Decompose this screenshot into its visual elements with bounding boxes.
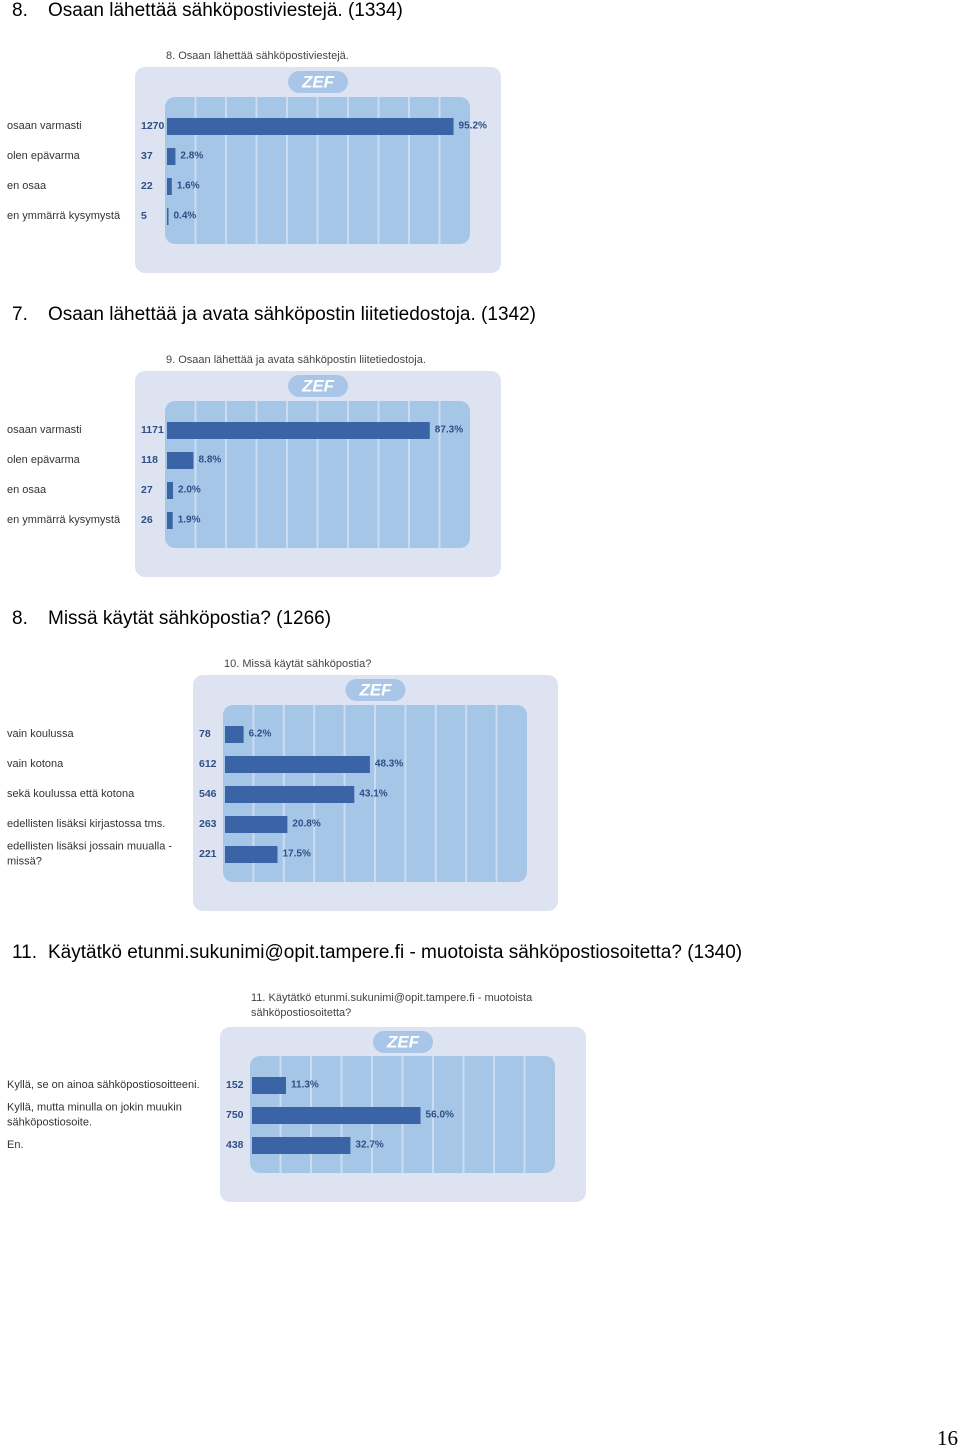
bar (252, 1137, 351, 1154)
category-label: osaan varmasti (7, 424, 82, 436)
value-label: 17.5% (283, 849, 311, 860)
count-label: 438 (226, 1139, 244, 1151)
bar (252, 1077, 287, 1094)
category-label: Kyllä, se on ainoa sähköpostiosoitteeni. (7, 1079, 200, 1091)
value-label: 43.1% (359, 789, 387, 800)
bar (225, 726, 244, 743)
count-label: 5 (141, 210, 147, 222)
chart-title: 10. Missä käytät sähköpostia? (224, 658, 371, 670)
bar (225, 816, 288, 833)
value-label: 48.3% (375, 759, 403, 770)
heading-text: Osaan lähettää sähköpostiviestejä. (1334… (48, 0, 403, 21)
logo: ZEF (386, 1032, 420, 1051)
logo-pill (288, 71, 348, 93)
count-label: 22 (141, 180, 153, 192)
count-label: 221 (199, 848, 217, 860)
value-label: 6.2% (249, 729, 272, 740)
category-label: edellisten lisäksi kirjastossa tms. (7, 818, 165, 830)
bar (167, 208, 169, 225)
heading-number: 11. (12, 942, 37, 963)
value-label: 87.3% (435, 425, 463, 436)
value-label: 1.9% (178, 515, 201, 526)
category-label: en osaa (7, 484, 47, 496)
bar (167, 512, 173, 529)
category-label: vain koulussa (7, 728, 75, 740)
logo: ZEF (358, 680, 392, 699)
bar (167, 118, 454, 135)
value-label: 32.7% (355, 1140, 383, 1151)
count-label: 37 (141, 150, 153, 162)
category-label: En. (7, 1139, 24, 1151)
value-label: 20.8% (292, 819, 320, 830)
count-label: 750 (226, 1109, 244, 1121)
heading-number: 8. (12, 608, 28, 629)
heading-number: 8. (12, 0, 28, 21)
value-label: 2.0% (178, 485, 201, 496)
bar (167, 452, 194, 469)
bar (167, 422, 430, 439)
count-label: 26 (141, 514, 153, 526)
count-label: 152 (226, 1079, 244, 1091)
bar (167, 148, 176, 165)
heading-number: 7. (12, 304, 28, 325)
category-label: osaan varmasti (7, 120, 82, 132)
value-label: 2.8% (180, 151, 203, 162)
value-label: 56.0% (426, 1110, 454, 1121)
value-label: 95.2% (459, 121, 487, 132)
chart-title: 9. Osaan lähettää ja avata sähköpostin l… (166, 354, 426, 366)
category-label: olen epävarma (7, 150, 81, 162)
bar (225, 846, 278, 863)
logo: ZEF (301, 376, 335, 395)
heading-text: Osaan lähettää ja avata sähköpostin liit… (48, 304, 536, 325)
bar (252, 1107, 421, 1124)
bar (225, 786, 355, 803)
count-label: 546 (199, 788, 217, 800)
logo-pill (345, 679, 406, 701)
logo: ZEF (301, 72, 335, 91)
logo-pill (373, 1031, 433, 1053)
value-label: 0.4% (174, 211, 197, 222)
bar (167, 482, 174, 499)
count-label: 1171 (141, 424, 164, 436)
category-label: edellisten lisäksi jossain muualla -miss… (7, 840, 172, 867)
count-label: 118 (141, 454, 158, 466)
category-label: Kyllä, mutta minulla on jokin muukin sähk… (7, 1101, 182, 1128)
heading-text: Käytätkö etunmi.sukunimi@opit.tampere.fi… (48, 942, 742, 963)
value-label: 8.8% (198, 455, 221, 466)
category-label: en ymmärrä kysymystä (7, 210, 121, 222)
logo-pill (288, 375, 348, 397)
chart-title: 8. Osaan lähettää sähköpostiviestejä. (166, 50, 349, 62)
count-label: 1270 (141, 120, 165, 132)
count-label: 78 (199, 728, 211, 740)
category-label: en osaa (7, 180, 47, 192)
value-label: 11.3% (291, 1080, 319, 1091)
category-label: olen epävarma (7, 454, 81, 466)
value-label: 1.6% (177, 181, 200, 192)
count-label: 263 (199, 818, 217, 830)
chart-title: 11. Käytätkö etunmi.sukunimi@opit.tamper… (251, 992, 533, 1019)
category-label: vain kotona (7, 758, 64, 770)
bar (225, 756, 370, 773)
category-label: sekä koulussa että kotona (7, 788, 135, 800)
bar (167, 178, 172, 195)
category-label: en ymmärrä kysymystä (7, 514, 121, 526)
count-label: 27 (141, 484, 153, 496)
page-number: 16 (937, 1426, 958, 1449)
count-label: 612 (199, 758, 217, 770)
heading-text: Missä käytät sähköpostia? (1266) (48, 608, 331, 629)
